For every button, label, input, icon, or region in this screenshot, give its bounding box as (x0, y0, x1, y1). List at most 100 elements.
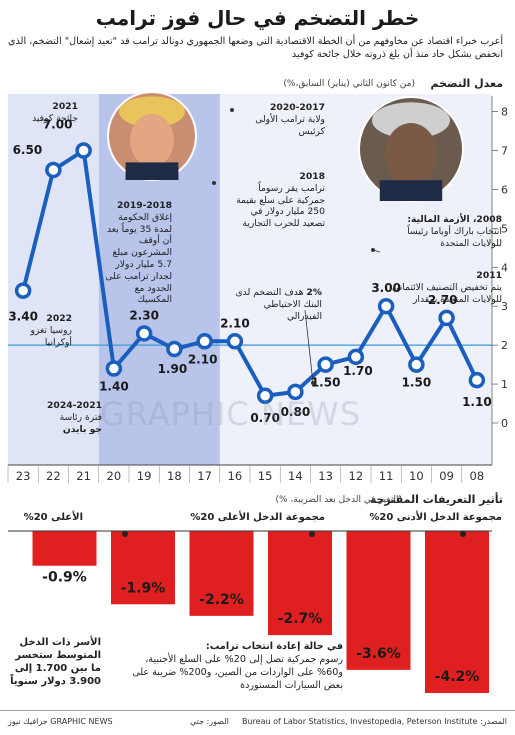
data-point-12 (347, 348, 365, 366)
bar-category-marker (122, 531, 128, 537)
annotation-shutdown: 2019-2018 إغلاق الحكومة لمدة 35 يوماً بع… (100, 200, 172, 306)
bar-value-label-2: -2.7% (278, 611, 323, 627)
annotation-crisis: 2008، الأزمة المالية: انتخاب باراك أوبام… (382, 214, 502, 249)
x-tick-label: 09 (439, 469, 454, 483)
annotation-crisis-label2: انتخاب باراك أوباما رئيساً للولايات المت… (407, 225, 502, 249)
annotation-trump-term-label: ولاية ترامب الأولى كرئيس (255, 113, 325, 137)
data-point-16 (226, 333, 244, 350)
footer-source: المصدر: Bureau of Labor Statistics, Inve… (242, 717, 507, 726)
annotation-shutdown-label: إغلاق الحكومة لمدة 35 يوماً بعد أن أوقف … (105, 211, 172, 306)
bar-2 (268, 531, 332, 636)
value-label-23: 3.40 (8, 310, 38, 324)
tariff-bar-chart: -4.2% -3.6% -2.7% -2.2% -1.9% -0.9% (8, 530, 492, 693)
annotation-tariff: 2018 ترامب يقر رسوماً جمركية على سلع بقي… (230, 171, 325, 230)
annotation-biden-years: 2024-2021 (47, 400, 102, 411)
bar-4 (111, 531, 175, 605)
x-tick-label: 22 (46, 469, 61, 483)
data-point-14 (287, 383, 304, 401)
annotation-shutdown-years: 2019-2018 (117, 200, 172, 211)
annotation-trump-term: 2020-2017 ولاية ترامب الأولى كرئيس (245, 102, 325, 137)
y-tick-label: 5 (501, 222, 508, 235)
data-point-15 (256, 387, 274, 404)
value-label-08: 1.10 (462, 395, 492, 409)
x-tick-label: 18 (167, 469, 182, 483)
bar-1 (346, 531, 411, 670)
data-point-11 (377, 297, 395, 315)
bar-value-label-4: -1.9% (121, 580, 166, 596)
x-tick-label: 15 (258, 469, 273, 483)
bar-0 (425, 531, 489, 693)
trump-portrait-icon-hair (119, 96, 185, 128)
bar-category-top: الأعلى 20% (23, 512, 83, 523)
y-tick-label: 4 (501, 261, 508, 274)
value-label-20: 1.40 (99, 380, 129, 394)
leader-fed-target (304, 309, 314, 384)
inflation-series-line (21, 148, 479, 398)
income-note: الأسر ذات الدخل المتوسط ستخسر ما بين 1.7… (10, 637, 101, 687)
data-point-23 (14, 282, 32, 299)
annotation-fed-target-year: 2% (306, 287, 322, 298)
x-tick-label: 12 (349, 469, 364, 483)
annotation-russia-year: 2022 (46, 313, 72, 324)
annotation-covid: 2021 جائحة كوفيد (8, 101, 78, 125)
bar-section-title: تأثير التعريفات المقترحة (369, 493, 503, 506)
y-tick-label: 3 (501, 300, 508, 313)
footer-photos: الصور: جتي (190, 717, 229, 726)
annotation-crisis-label1: الأزمة المالية: (407, 214, 470, 225)
x-tick-label: 17 (197, 469, 212, 483)
annotation-downgrade-year: 2011 (476, 270, 502, 281)
annotation-downgrade: 2011 يتم تخفيض التصنيف الائتماني للولايا… (367, 270, 502, 305)
bar-category-highest-group: مجموعة الدخل الأعلى 20% (190, 512, 325, 523)
value-label-16: 2.10 (220, 316, 250, 330)
footer: المصدر: Bureau of Labor Statistics, Inve… (0, 710, 515, 735)
leader-trump-term-dot (230, 108, 234, 112)
value-label-17: 2.10 (188, 352, 218, 366)
annotation-russia-label: روسيا تغزو أوكرانيا (30, 324, 72, 348)
value-label-13: 1.50 (311, 376, 341, 390)
y-tick-label: 1 (501, 378, 508, 391)
trump-portrait-icon (107, 91, 197, 181)
leader-tariff-dot (212, 181, 216, 185)
annotation-tariff-label: ترامب يقر رسوماً جمركية على سلع بقيمة 25… (236, 182, 325, 230)
annotation-biden: 2024-2021 فترة رئاسة جو بايدن (22, 400, 102, 435)
tariff-note: في حالة إعادة انتخاب ترامب: رسوم جمركية … (123, 640, 343, 692)
x-tick-label: 11 (379, 469, 394, 483)
bar-section-subtitle: (التغير في الدخل بعد الضريبة، %) (275, 495, 402, 505)
annotation-trump-term-years: 2020-2017 (270, 102, 325, 113)
data-point-20 (105, 360, 123, 377)
trump-portrait-icon-suit (125, 162, 179, 180)
annotation-crisis-year: 2008 (476, 214, 502, 225)
value-label-18: 1.90 (158, 362, 188, 376)
trump-portrait-icon-face (130, 113, 174, 167)
value-label-22: 6.50 (13, 143, 43, 157)
data-point-08 (468, 371, 486, 389)
x-tick-label: 08 (470, 469, 485, 483)
x-tick-label: 13 (318, 469, 333, 483)
data-point-21 (75, 142, 92, 159)
annotation-russia: 2022 روسيا تغزو أوكرانيا (12, 313, 72, 348)
value-label-10: 1.50 (402, 376, 432, 390)
data-point-13 (317, 356, 334, 373)
data-point-17 (196, 333, 213, 350)
chart-title: معدل التضخم (430, 77, 503, 90)
data-point-19 (135, 325, 153, 342)
value-label-09: 2.70 (428, 293, 458, 307)
watermark: GRAPHIC NEWS (100, 395, 362, 433)
value-label-14: 0.80 (281, 405, 311, 419)
annotation-covid-label: جائحة كوفيد (32, 112, 78, 124)
annotation-biden-label2: جو بايدن (62, 423, 102, 435)
y-tick-label: 7 (501, 145, 508, 158)
leader-fed-target-dot (311, 381, 315, 385)
leader-crisis-dot (371, 248, 375, 252)
bar-value-label-1: -3.6% (356, 646, 401, 662)
footer-brand: جرافيك نيوز GRAPHIC NEWS (8, 717, 113, 726)
value-label-11: 3.00 (371, 281, 401, 295)
x-tick-label: 10 (409, 469, 424, 483)
data-point-22 (45, 161, 62, 179)
chart-subtitle: (من كانون الثاني (يناير) السابق،%) (283, 79, 415, 89)
bar-category-lowest: مجموعة الدخل الأدنى 20% (369, 512, 502, 523)
annotation-biden-label1: فترة رئاسة (59, 411, 102, 423)
x-tick-label: 23 (16, 469, 31, 483)
obama-portrait-icon-face (385, 123, 437, 186)
